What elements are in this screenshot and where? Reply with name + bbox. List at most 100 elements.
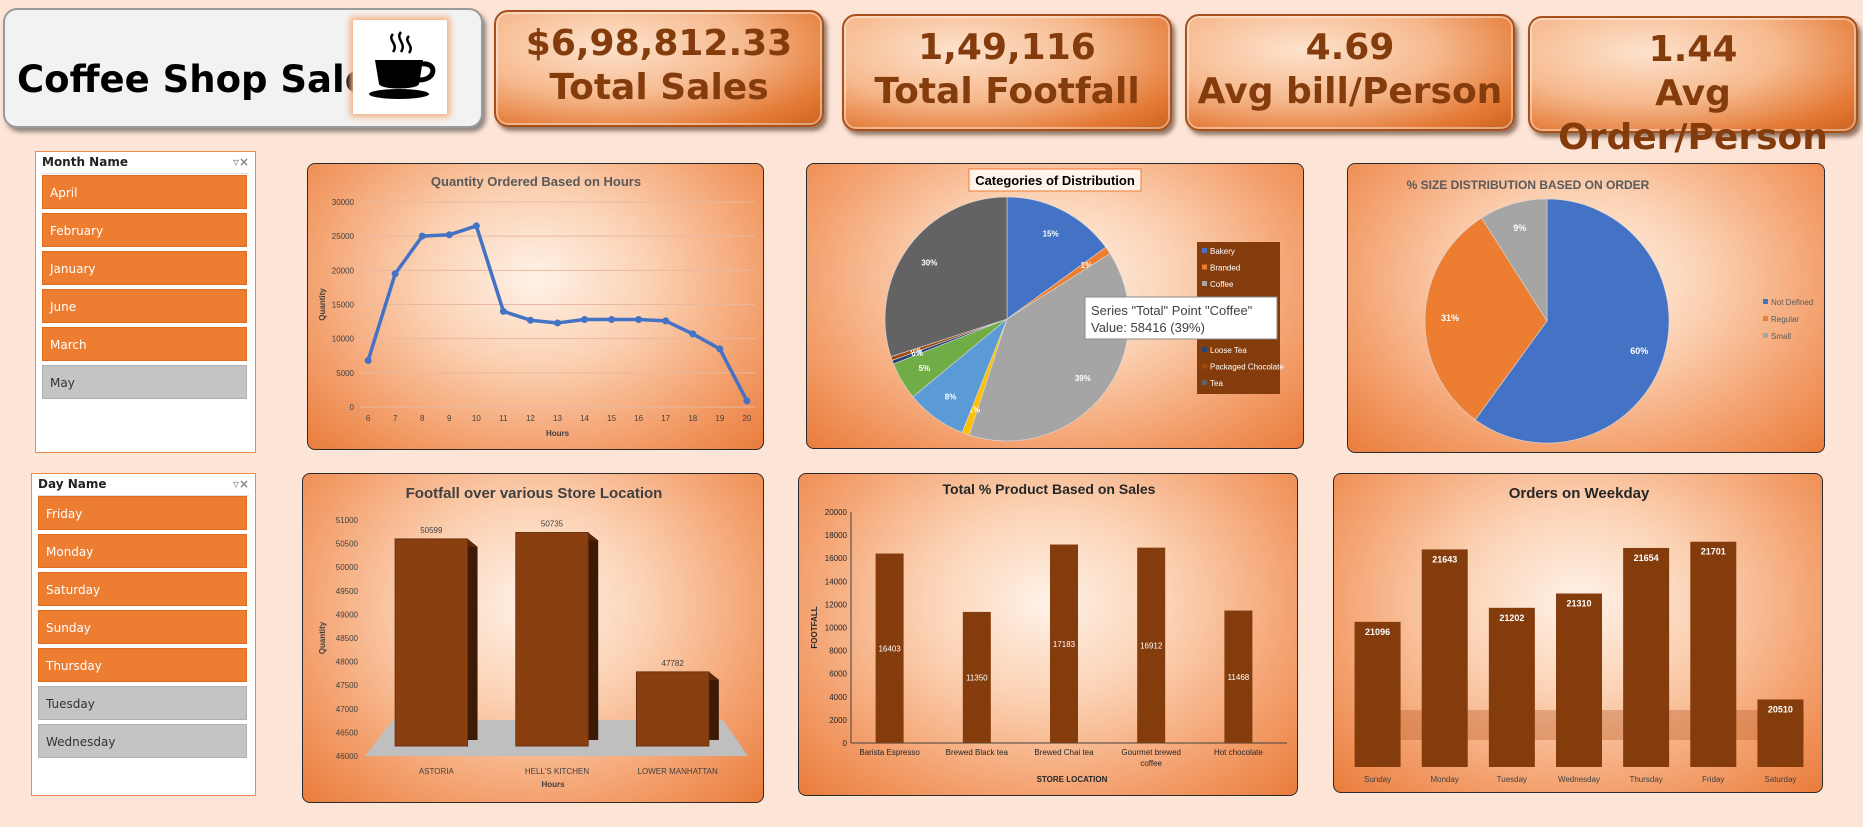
x-tick-label: 8	[420, 414, 425, 423]
slicer-item[interactable]: Tuesday	[38, 686, 247, 720]
slicer-item[interactable]: May	[42, 365, 247, 399]
legend-swatch	[1202, 264, 1207, 270]
x-tick-label: HELL'S KITCHEN	[525, 767, 589, 776]
data-point	[608, 316, 616, 324]
slicer-item[interactable]: Friday	[38, 496, 247, 530]
clear-filter-icon[interactable]: ▿×	[232, 155, 249, 169]
x-tick-label: 12	[526, 414, 535, 423]
slicer-title: Day Name	[38, 477, 107, 491]
data-label: 50599	[420, 526, 443, 535]
y-tick-label: 10000	[825, 624, 848, 633]
slicer-item[interactable]: Saturday	[38, 572, 247, 606]
slice-label: 9%	[1513, 223, 1526, 233]
kpi-total-sales: $6,98,812.33 Total Sales	[494, 10, 824, 127]
data-label: 21654	[1634, 553, 1659, 563]
y-tick-label: 48000	[336, 658, 359, 667]
chart-title: Categories of Distribution	[975, 173, 1135, 188]
chart-title: Quantity Ordered Based on Hours	[431, 174, 641, 189]
legend-entry: Loose Tea	[1210, 346, 1247, 355]
slicer-item[interactable]: April	[42, 175, 247, 209]
title-box	[968, 168, 1142, 192]
legend-swatch	[1202, 347, 1207, 352]
data-label: 17183	[1053, 640, 1076, 649]
pie-slice	[1474, 198, 1670, 444]
legend-entry: Regular	[1771, 315, 1799, 324]
x-tick-label: 10	[472, 414, 481, 423]
y-tick-label: 25000	[332, 232, 355, 241]
y-tick-label: 12000	[825, 600, 848, 609]
x-tick-label: Brewed Black tea	[946, 748, 1009, 757]
y-tick-label: 6000	[829, 670, 847, 679]
slice-label: 8%	[945, 393, 957, 402]
data-point	[472, 222, 480, 230]
data-label: 47782	[662, 659, 685, 668]
bar	[394, 538, 469, 747]
pie-slice	[1424, 217, 1548, 421]
data-label: 16403	[878, 644, 901, 653]
x-axis-label: Hours	[546, 429, 570, 438]
data-point	[689, 330, 697, 338]
chart-panel-product: Total % Product Based on Sales 0 2000 4000 6…	[798, 473, 1298, 796]
legend-swatch	[1763, 316, 1768, 321]
chart-panel-weekday: Orders on Weekday 21096 Sunday 21643 Monday 2…	[1333, 473, 1823, 793]
hours-line-chart: Quantity Ordered Based on Hours 0 5000 1000…	[318, 174, 755, 438]
y-tick-label: 49000	[336, 610, 359, 619]
bar	[515, 532, 589, 747]
product-bar-chart: Total % Product Based on Sales 0 2000 4000 6…	[810, 481, 1287, 784]
x-axis-label: STORE LOCATION	[1037, 775, 1108, 784]
slice-label: 60%	[1630, 346, 1648, 356]
y-tick-label: 47000	[336, 705, 359, 714]
x-tick-label: Friday	[1702, 775, 1724, 784]
bar	[1137, 547, 1166, 743]
legend-entry: Coffee	[1210, 280, 1234, 289]
x-tick-label: LOWER MANHATTAN	[638, 767, 718, 776]
data-label: 21096	[1365, 627, 1390, 637]
slicer-item[interactable]: June	[42, 289, 247, 323]
kpi-label: Total Footfall	[874, 71, 1140, 112]
data-point	[635, 316, 643, 324]
data-point	[499, 307, 507, 315]
legend-entry: Packaged Chocolate	[1210, 363, 1284, 372]
slicer-item[interactable]: Monday	[38, 534, 247, 568]
x-tick-label: Hot chocolate	[1214, 748, 1263, 757]
bar-side	[588, 532, 599, 740]
slice-label: 31%	[1441, 313, 1459, 323]
clear-filter-icon[interactable]: ▿×	[232, 477, 249, 491]
x-tick-label: Barista Espresso	[859, 748, 920, 757]
legend-swatch	[1202, 363, 1207, 369]
legend-entry: Small	[1771, 332, 1791, 341]
slicer-item[interactable]: Sunday	[38, 610, 247, 644]
chart-panel-size: % SIZE DISTRIBUTION BASED ON ORDER 60% 31%…	[1347, 163, 1825, 453]
kpi-label: Total Sales	[549, 67, 769, 108]
slicer-header: Month Name ▿×	[42, 152, 249, 174]
x-tick-label: 6	[366, 414, 371, 423]
pie-slice	[1481, 198, 1548, 323]
chart-title: % SIZE DISTRIBUTION BASED ON ORDER	[1407, 178, 1650, 192]
y-tick-label: 46000	[336, 752, 359, 761]
data-label: 20510	[1768, 704, 1793, 714]
kpi-avg-bill: 4.69 Avg bill/Person	[1185, 14, 1515, 131]
slicer-item[interactable]: Thursday	[38, 648, 247, 682]
x-tick-label: 15	[607, 414, 616, 423]
slicer-title: Month Name	[42, 155, 128, 169]
y-tick-label: 20000	[332, 266, 355, 275]
slicer-item[interactable]: February	[42, 213, 247, 247]
x-tick-label: 11	[499, 414, 508, 423]
kpi-label: Avg bill/Person	[1197, 71, 1503, 112]
data-point	[716, 345, 724, 353]
x-tick-label: 16	[634, 414, 643, 423]
slicer-item[interactable]: March	[42, 327, 247, 361]
x-axis-label: Hours	[541, 780, 565, 789]
x-tick-label: Tuesday	[1497, 775, 1527, 784]
x-tick-label: 19	[715, 414, 724, 423]
chart-title: Orders on Weekday	[1509, 485, 1650, 502]
slice-label: 15%	[1043, 229, 1059, 238]
x-tick-label: Gourmet brewed	[1121, 748, 1181, 757]
data-point	[581, 316, 589, 324]
kpi-label: Avg Order/Person	[1558, 73, 1828, 158]
x-tick-label: 13	[553, 414, 562, 423]
slicer-item[interactable]: January	[42, 251, 247, 285]
x-tick-label: ASTORIA	[419, 767, 455, 776]
y-tick-label: 46500	[336, 728, 359, 737]
slicer-item[interactable]: Wednesday	[38, 724, 247, 758]
